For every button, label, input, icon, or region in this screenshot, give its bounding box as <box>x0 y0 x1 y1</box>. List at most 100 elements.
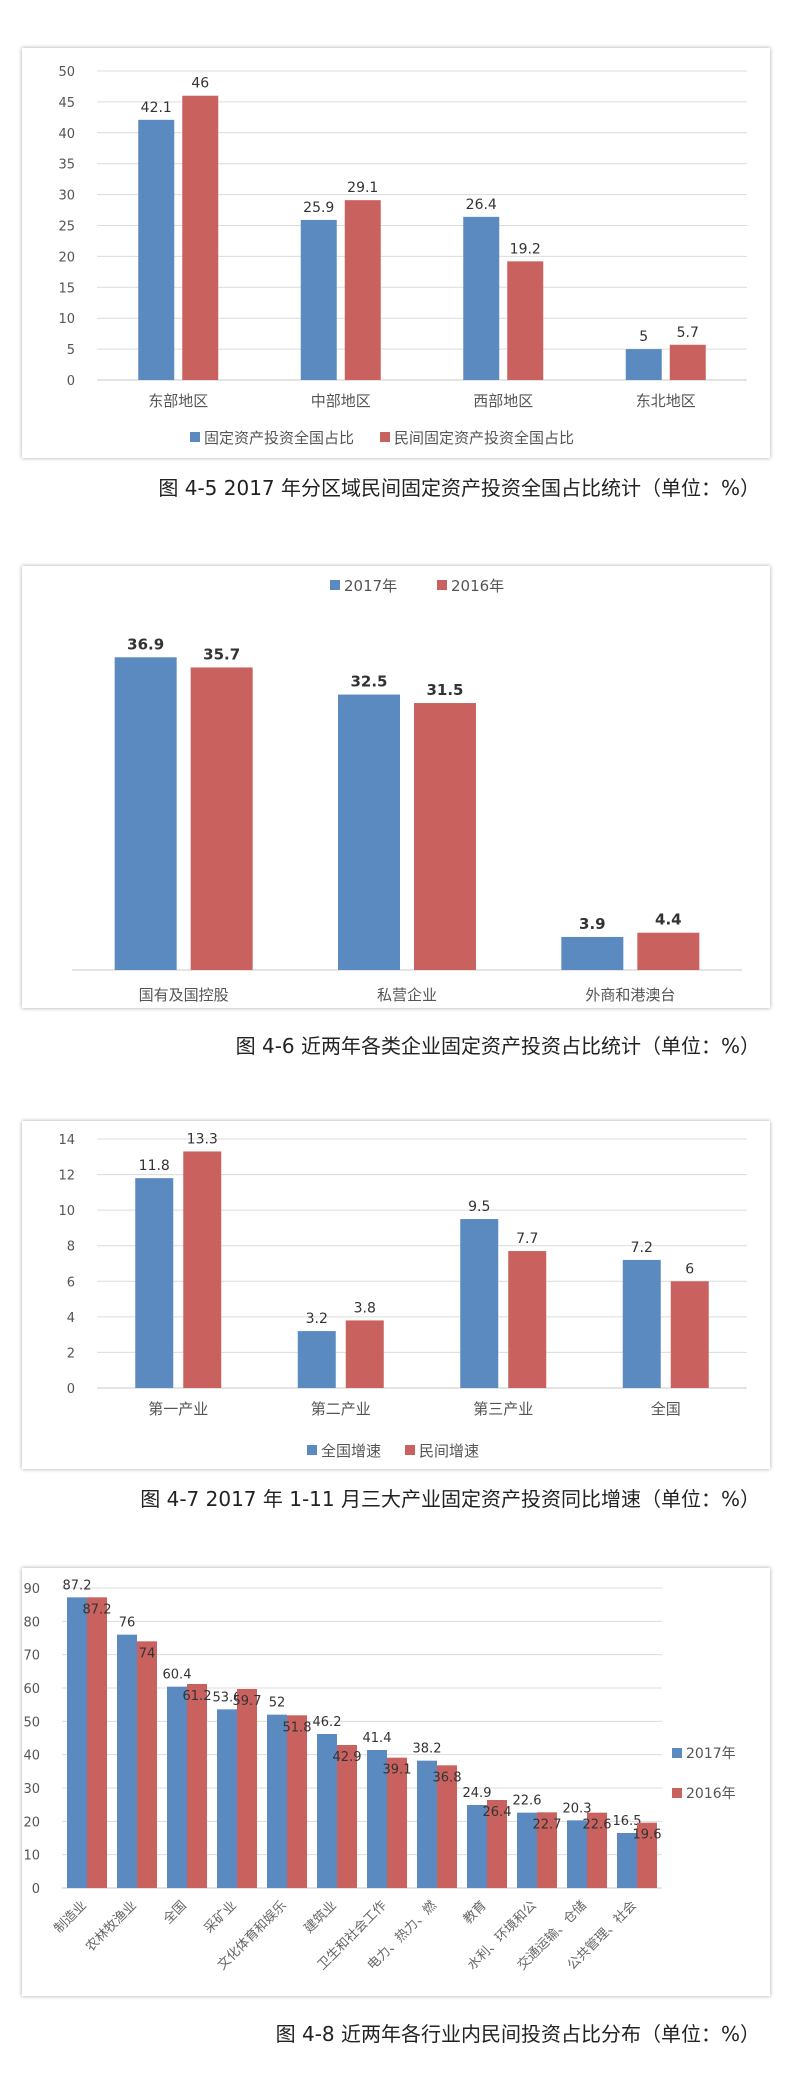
data-label: 41.4 <box>363 1731 392 1746</box>
bar <box>114 657 177 970</box>
data-label: 5.7 <box>677 325 699 341</box>
bar <box>507 261 544 380</box>
y-tick-label: 25 <box>58 220 75 235</box>
bar <box>345 1320 384 1388</box>
bar <box>317 1734 337 1888</box>
bar <box>137 1641 157 1888</box>
data-label: 61.2 <box>183 1689 212 1704</box>
data-label: 35.7 <box>203 645 240 663</box>
bar <box>637 932 700 970</box>
data-label: 24.9 <box>463 1786 492 1801</box>
data-label: 22.6 <box>513 1794 542 1809</box>
bar <box>297 1331 336 1388</box>
x-tick-label: 农林牧渔业 <box>83 1898 140 1955</box>
bar <box>625 349 662 380</box>
legend-swatch <box>380 432 390 442</box>
bar <box>437 1765 457 1888</box>
bar <box>622 1259 661 1388</box>
chart-panel-regional: 0 5 10 15 20 25 30 35 40 45 50 42.1 46 东部地区 25.9 29.1 中部… <box>22 48 770 458</box>
bar <box>467 1805 487 1888</box>
legend-swatch <box>307 1445 317 1455</box>
legend-swatch <box>437 580 447 590</box>
bar <box>508 1251 547 1388</box>
chart-panel-sector-share: 0 10 20 30 40 50 60 70 80 90 87.2 87.2 制造业 76 74 农林牧渔业 6… <box>22 1568 770 1996</box>
data-label: 11.8 <box>139 1158 170 1174</box>
legend-label: 民间增速 <box>419 1442 479 1460</box>
data-label: 42.9 <box>333 1750 362 1765</box>
data-label: 6 <box>685 1261 694 1277</box>
data-label: 25.9 <box>303 200 334 216</box>
data-label: 3.9 <box>579 915 606 933</box>
y-tick-label: 45 <box>58 96 75 111</box>
data-label: 38.2 <box>413 1742 442 1757</box>
y-tick-label: 70 <box>23 1649 40 1664</box>
bar <box>267 1714 287 1888</box>
y-tick-label: 60 <box>23 1682 40 1697</box>
y-tick-label: 12 <box>58 1169 75 1184</box>
y-tick-label: 50 <box>23 1715 40 1730</box>
bar <box>417 1760 437 1888</box>
bar <box>561 936 624 970</box>
y-tick-label: 10 <box>23 1849 40 1864</box>
y-tick-label: 50 <box>58 65 75 80</box>
y-tick-label: 20 <box>58 250 75 265</box>
x-tick-label: 外商和港澳台 <box>585 986 675 1004</box>
x-tick-label: 东部地区 <box>148 392 208 410</box>
caption-4-5: 图 4-5 2017 年分区域民间固定资产投资全国占比统计（单位：%） <box>158 476 760 500</box>
data-label: 19.6 <box>633 1828 662 1843</box>
y-tick-label: 0 <box>32 1882 40 1897</box>
data-label: 60.4 <box>163 1668 192 1683</box>
x-tick-label: 全国 <box>651 1400 681 1418</box>
bar <box>670 1281 709 1388</box>
bar <box>237 1689 257 1888</box>
y-tick-label: 4 <box>67 1311 75 1326</box>
data-label: 39.1 <box>383 1763 412 1778</box>
legend-label: 2017年 <box>686 1746 736 1762</box>
data-label: 7.7 <box>516 1231 538 1247</box>
bar <box>338 694 400 970</box>
bar <box>617 1833 637 1888</box>
chart-industry-growth: 0 2 4 6 8 10 12 14 11.8 13.3 第一产业 3.2 3.8 第二产业 9.5 7.7 第… <box>58 1131 747 1460</box>
data-label: 31.5 <box>426 681 463 699</box>
y-tick-label: 15 <box>58 281 75 296</box>
bar <box>217 1709 237 1888</box>
legend-label: 全国增速 <box>321 1442 381 1460</box>
x-tick-label: 全国 <box>160 1898 190 1928</box>
data-label: 20.3 <box>563 1801 592 1816</box>
legend-swatch <box>330 580 340 590</box>
chart-panel-enterprise: 36.9 35.7 国有及国控股 32.5 31.5 私营企业 3.9 4.4 外商和港澳台 20… <box>22 566 770 1008</box>
chart-regional-share: 0 5 10 15 20 25 30 35 40 45 50 42.1 46 东部地区 25.9 29.1 中部… <box>58 65 747 447</box>
y-tick-label: 80 <box>23 1615 40 1630</box>
data-label: 3.2 <box>306 1311 328 1327</box>
data-label: 3.8 <box>354 1300 376 1316</box>
legend-label: 民间固定资产投资全国占比 <box>394 429 574 447</box>
bar <box>138 119 175 381</box>
legend-label: 2017年 <box>344 577 397 595</box>
data-label: 22.7 <box>533 1817 562 1832</box>
bar <box>587 1812 607 1888</box>
data-label: 53.6 <box>213 1690 242 1705</box>
bar <box>637 1822 657 1888</box>
y-tick-label: 6 <box>67 1275 75 1290</box>
y-tick-label: 20 <box>23 1815 40 1830</box>
data-label: 51.8 <box>283 1720 312 1735</box>
y-tick-label: 40 <box>58 127 75 142</box>
bar <box>167 1686 187 1888</box>
x-tick-label: 国有及国控股 <box>139 986 229 1004</box>
data-label: 42.1 <box>141 100 172 116</box>
data-label: 5 <box>639 329 648 345</box>
data-label: 4.4 <box>655 911 682 929</box>
data-label: 36.8 <box>433 1770 462 1785</box>
x-tick-label: 教育 <box>460 1898 490 1928</box>
bar <box>487 1800 507 1888</box>
y-tick-label: 40 <box>23 1749 40 1764</box>
data-label: 76 <box>119 1616 136 1631</box>
legend-swatch <box>672 1788 682 1798</box>
data-label: 29.1 <box>347 180 378 196</box>
x-tick-label: 西部地区 <box>473 392 533 410</box>
x-tick-label: 建筑业 <box>301 1898 340 1937</box>
caption-4-6: 图 4-6 近两年各类企业固定资产投资占比统计（单位：%） <box>235 1034 760 1058</box>
data-label: 7.2 <box>631 1240 653 1256</box>
data-label: 13.3 <box>187 1131 218 1147</box>
